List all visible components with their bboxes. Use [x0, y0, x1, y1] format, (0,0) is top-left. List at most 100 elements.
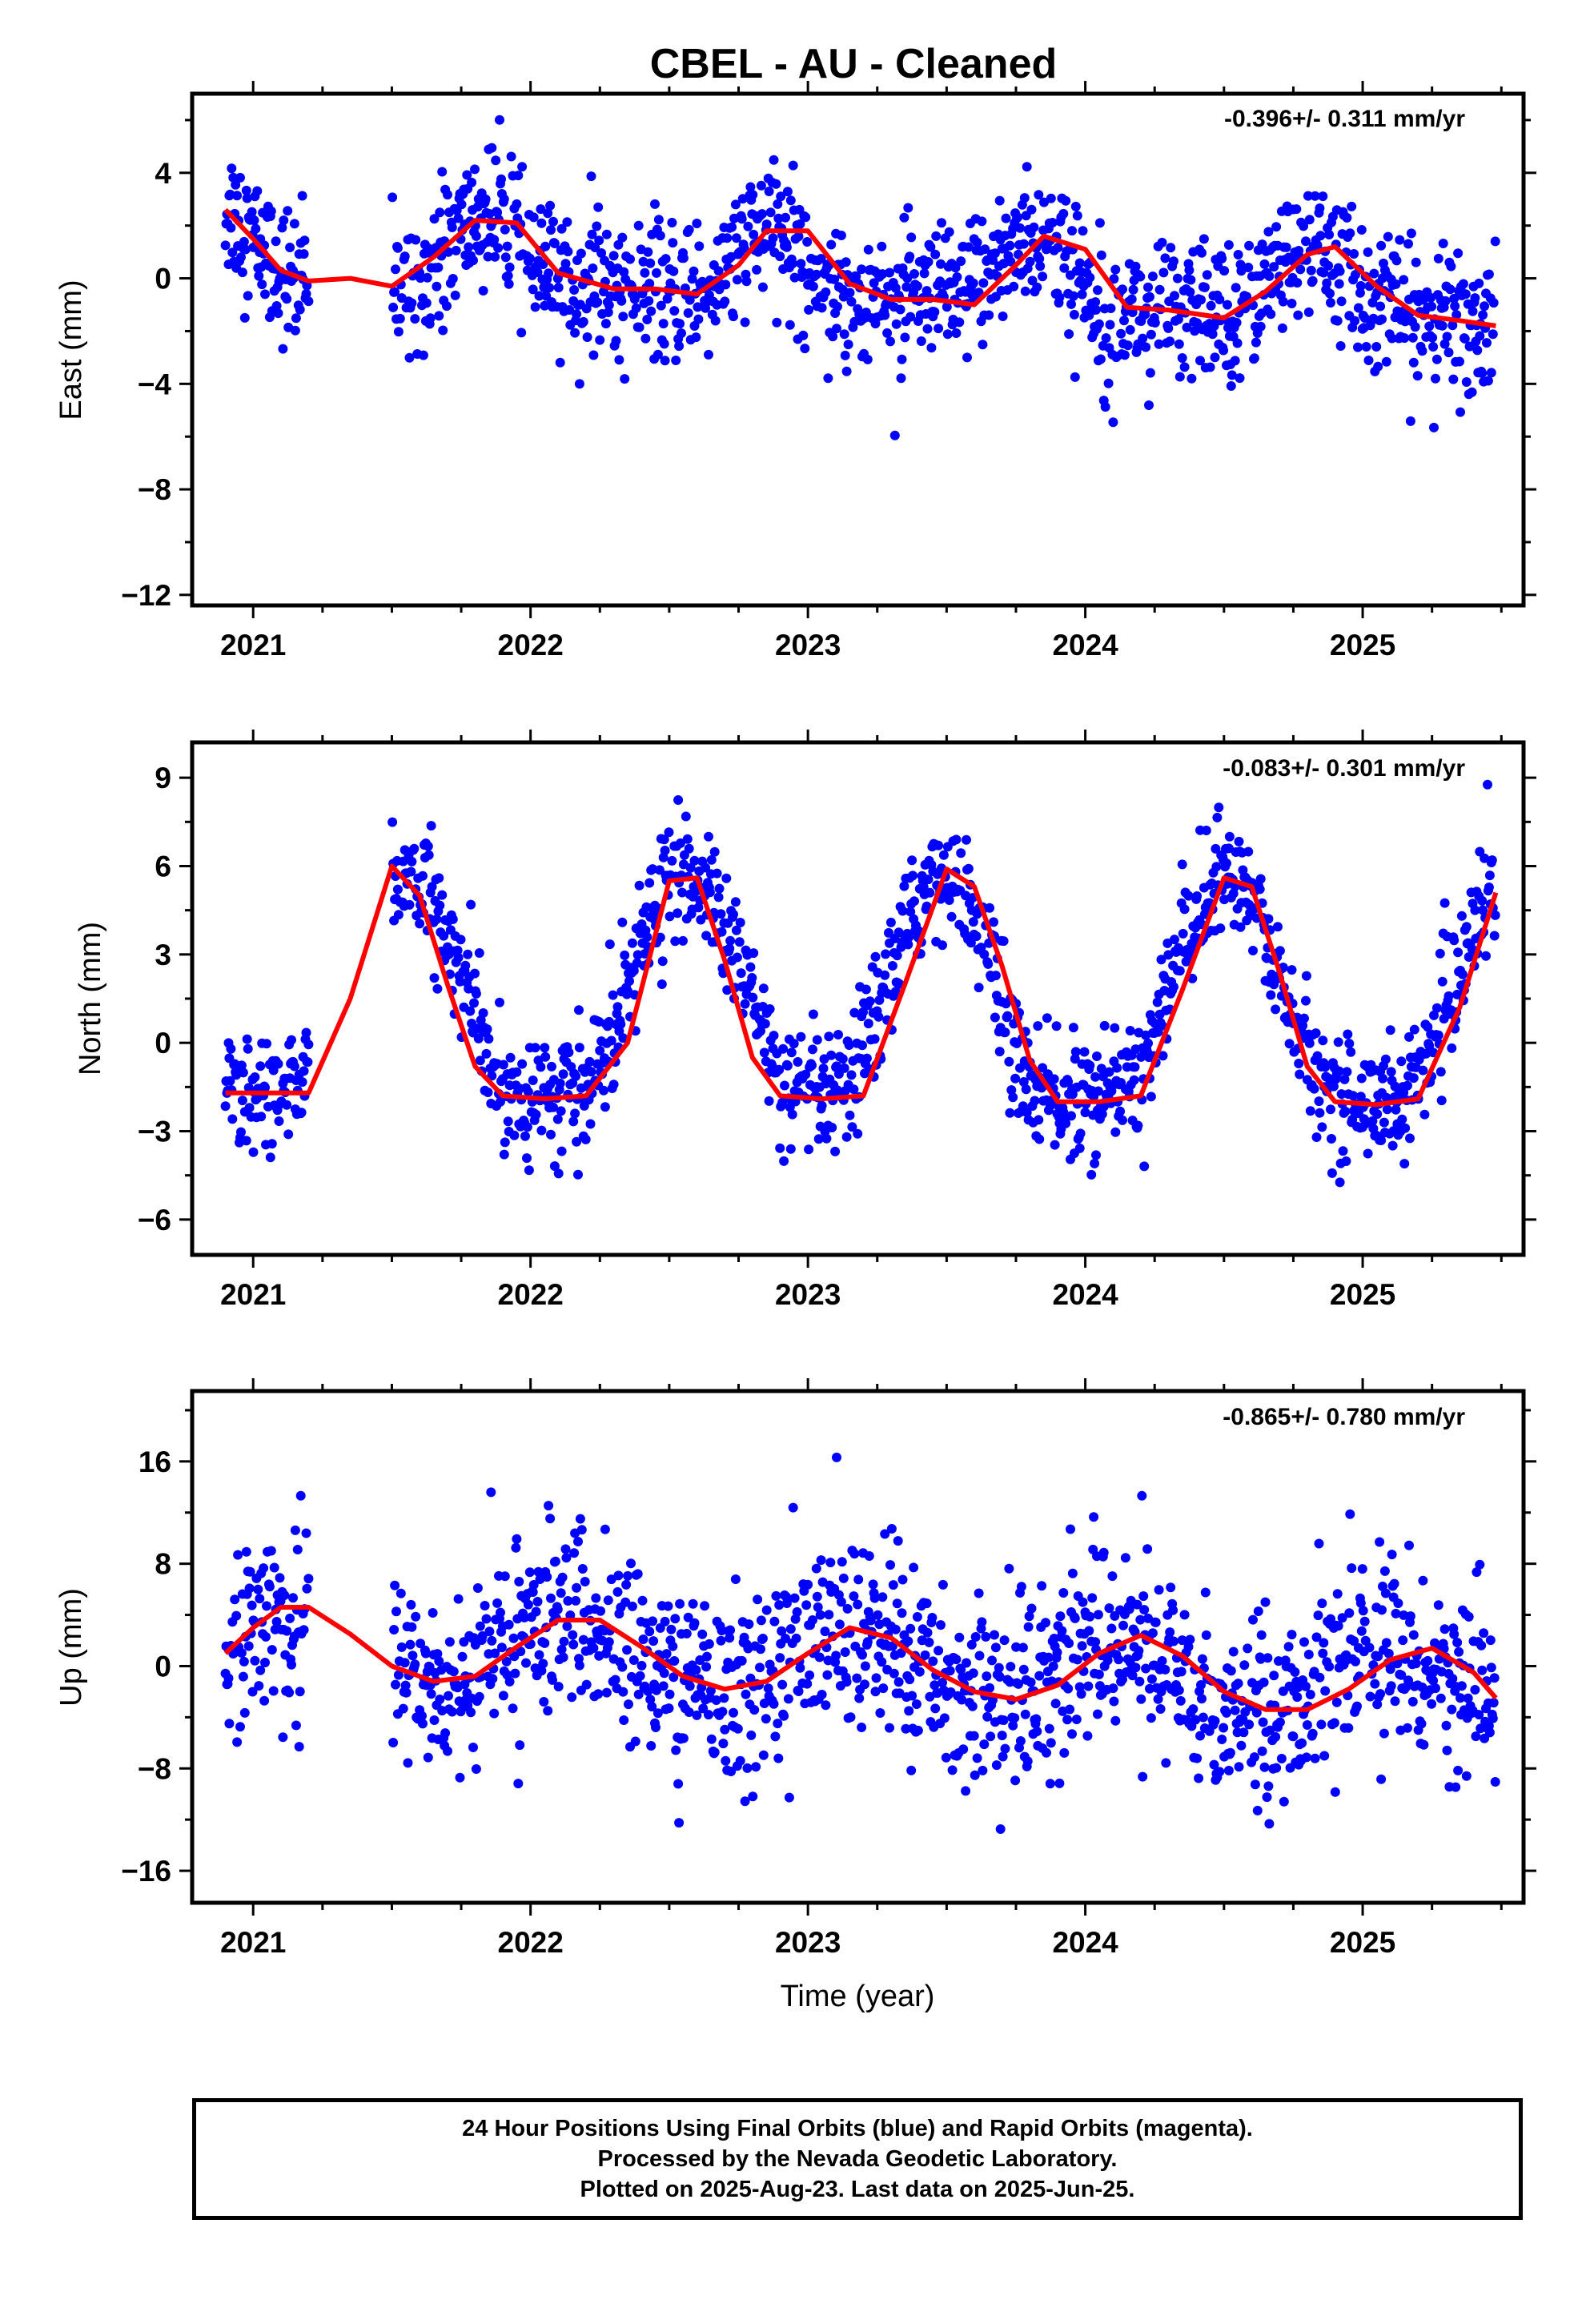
data-point	[522, 1122, 532, 1132]
data-point	[1290, 1667, 1300, 1677]
data-point	[574, 1660, 584, 1671]
data-point	[548, 216, 558, 227]
data-point	[748, 1791, 758, 1802]
data-point	[664, 827, 674, 838]
data-point	[1431, 1003, 1442, 1013]
footer-note-box: 24 Hour Positions Using Final Orbits (bl…	[192, 2098, 1523, 2220]
data-point	[617, 232, 628, 243]
data-point	[596, 248, 607, 258]
data-point	[1192, 1753, 1203, 1763]
data-point	[410, 314, 420, 324]
data-point	[688, 1598, 698, 1609]
data-point	[489, 235, 500, 245]
data-point	[267, 1645, 277, 1655]
data-point	[469, 998, 479, 1008]
data-point	[1478, 310, 1488, 320]
data-point	[737, 214, 747, 224]
data-point	[1470, 905, 1480, 915]
data-point	[1179, 904, 1190, 915]
data-point	[249, 215, 259, 226]
data-point	[1093, 1709, 1102, 1719]
data-point	[967, 1701, 978, 1711]
data-point	[956, 1664, 966, 1675]
data-point	[1460, 334, 1470, 344]
up-panel: -0.865+/- 0.780 mm/yr Up (mm) Time (year…	[54, 1378, 1536, 2013]
data-point	[299, 249, 309, 259]
data-point	[433, 263, 444, 272]
data-point	[877, 1592, 888, 1602]
data-point	[289, 1061, 299, 1072]
data-point	[1169, 256, 1178, 267]
data-point	[1370, 1679, 1380, 1689]
data-point	[1211, 843, 1221, 854]
data-point	[548, 1675, 557, 1685]
data-point	[889, 430, 900, 440]
data-point	[1382, 1104, 1392, 1115]
data-point	[1336, 296, 1347, 307]
data-point	[1079, 1047, 1090, 1057]
data-point	[580, 1577, 590, 1586]
data-point	[1319, 1638, 1329, 1648]
data-point	[683, 1612, 693, 1622]
data-point	[617, 917, 628, 927]
data-point	[906, 232, 917, 243]
y-tick-label: −4	[138, 368, 172, 400]
data-point	[1436, 1096, 1447, 1106]
data-point	[253, 1584, 263, 1594]
data-point	[1484, 883, 1494, 892]
data-point	[697, 1629, 708, 1639]
data-point	[434, 873, 444, 883]
data-point	[443, 190, 452, 200]
data-point	[297, 191, 307, 201]
data-point	[791, 1633, 801, 1643]
data-point	[705, 887, 715, 898]
data-point	[573, 1169, 583, 1180]
data-point	[729, 1707, 738, 1718]
data-point	[303, 1039, 314, 1050]
data-point	[1091, 304, 1101, 315]
data-point	[390, 287, 400, 297]
data-point	[781, 242, 792, 252]
data-point	[553, 1168, 564, 1179]
data-point	[1279, 1796, 1289, 1807]
data-point	[911, 1699, 921, 1709]
data-point	[781, 1634, 790, 1643]
data-point	[1138, 1771, 1148, 1782]
data-point	[1223, 300, 1232, 310]
data-point	[1249, 1752, 1259, 1763]
data-point	[1324, 230, 1335, 239]
data-point	[1005, 240, 1015, 251]
data-point	[808, 281, 818, 292]
data-point	[986, 1731, 996, 1742]
data-point	[1269, 262, 1279, 272]
data-point	[652, 1708, 663, 1719]
data-point	[530, 1043, 540, 1053]
data-point	[758, 1750, 769, 1760]
data-point	[274, 1116, 284, 1126]
data-point	[539, 1697, 549, 1707]
data-point	[656, 979, 667, 989]
data-point	[1452, 989, 1463, 999]
data-point	[620, 1597, 631, 1607]
data-point	[741, 276, 752, 287]
data-point	[1342, 212, 1352, 223]
y-tick-label: −8	[138, 473, 171, 506]
data-point	[455, 976, 465, 987]
data-point	[259, 1563, 269, 1574]
x-tick-label: 2024	[1052, 1278, 1118, 1311]
data-point	[1381, 1638, 1391, 1648]
data-point	[1185, 287, 1195, 297]
data-point	[721, 279, 731, 290]
data-point	[471, 988, 481, 999]
data-point	[1263, 227, 1274, 237]
data-point	[1287, 965, 1297, 975]
data-point	[448, 274, 458, 283]
data-point	[1320, 1062, 1331, 1072]
data-point	[447, 1707, 457, 1717]
data-point	[798, 330, 809, 340]
data-point	[608, 990, 618, 1000]
data-point	[1427, 332, 1438, 343]
data-point	[447, 223, 457, 232]
data-point	[671, 1745, 681, 1755]
data-point	[528, 212, 539, 223]
